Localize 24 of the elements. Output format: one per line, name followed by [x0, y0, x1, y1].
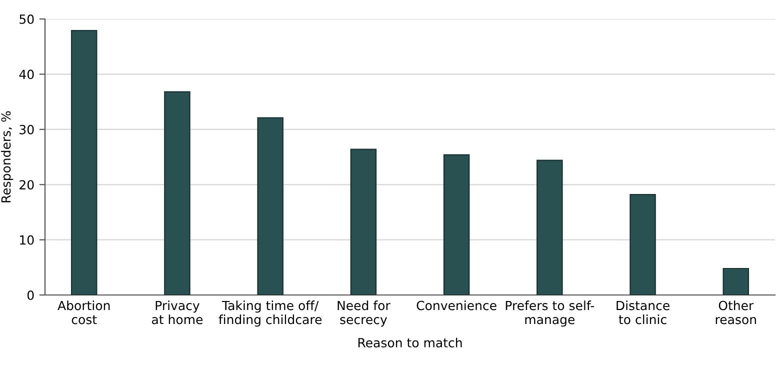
x-tick-label: Taking time off/ finding childcare — [218, 300, 322, 327]
x-tick-label: Privacy at home — [152, 300, 203, 324]
x-tick-label: Prefers to self- manage — [506, 300, 594, 327]
x-axis-title: Reason to match — [358, 338, 462, 348]
bar — [350, 148, 377, 295]
x-tick-label: Convenience — [416, 300, 496, 310]
bar — [722, 268, 750, 295]
bar — [630, 194, 656, 295]
y-tick-label: 40 — [19, 70, 34, 80]
bar — [257, 117, 284, 295]
bar — [164, 91, 190, 295]
x-tick-label: Distance to clinic — [616, 300, 670, 324]
x-tick-label: Need for secrecy — [338, 300, 390, 327]
bar — [70, 30, 98, 295]
bar — [443, 154, 470, 295]
y-axis-title: Responders, % — [1, 111, 14, 202]
y-tick-label: 10 — [20, 235, 34, 245]
bar — [536, 160, 563, 295]
y-tick-label: 20 — [20, 180, 34, 190]
y-tick-label: 0 — [27, 290, 34, 300]
y-tick-label: 50 — [20, 14, 34, 24]
x-tick-label: Other reason — [716, 300, 756, 324]
x-tick-label: Abortion cost — [58, 300, 110, 324]
y-tick-label: 30 — [20, 124, 34, 134]
